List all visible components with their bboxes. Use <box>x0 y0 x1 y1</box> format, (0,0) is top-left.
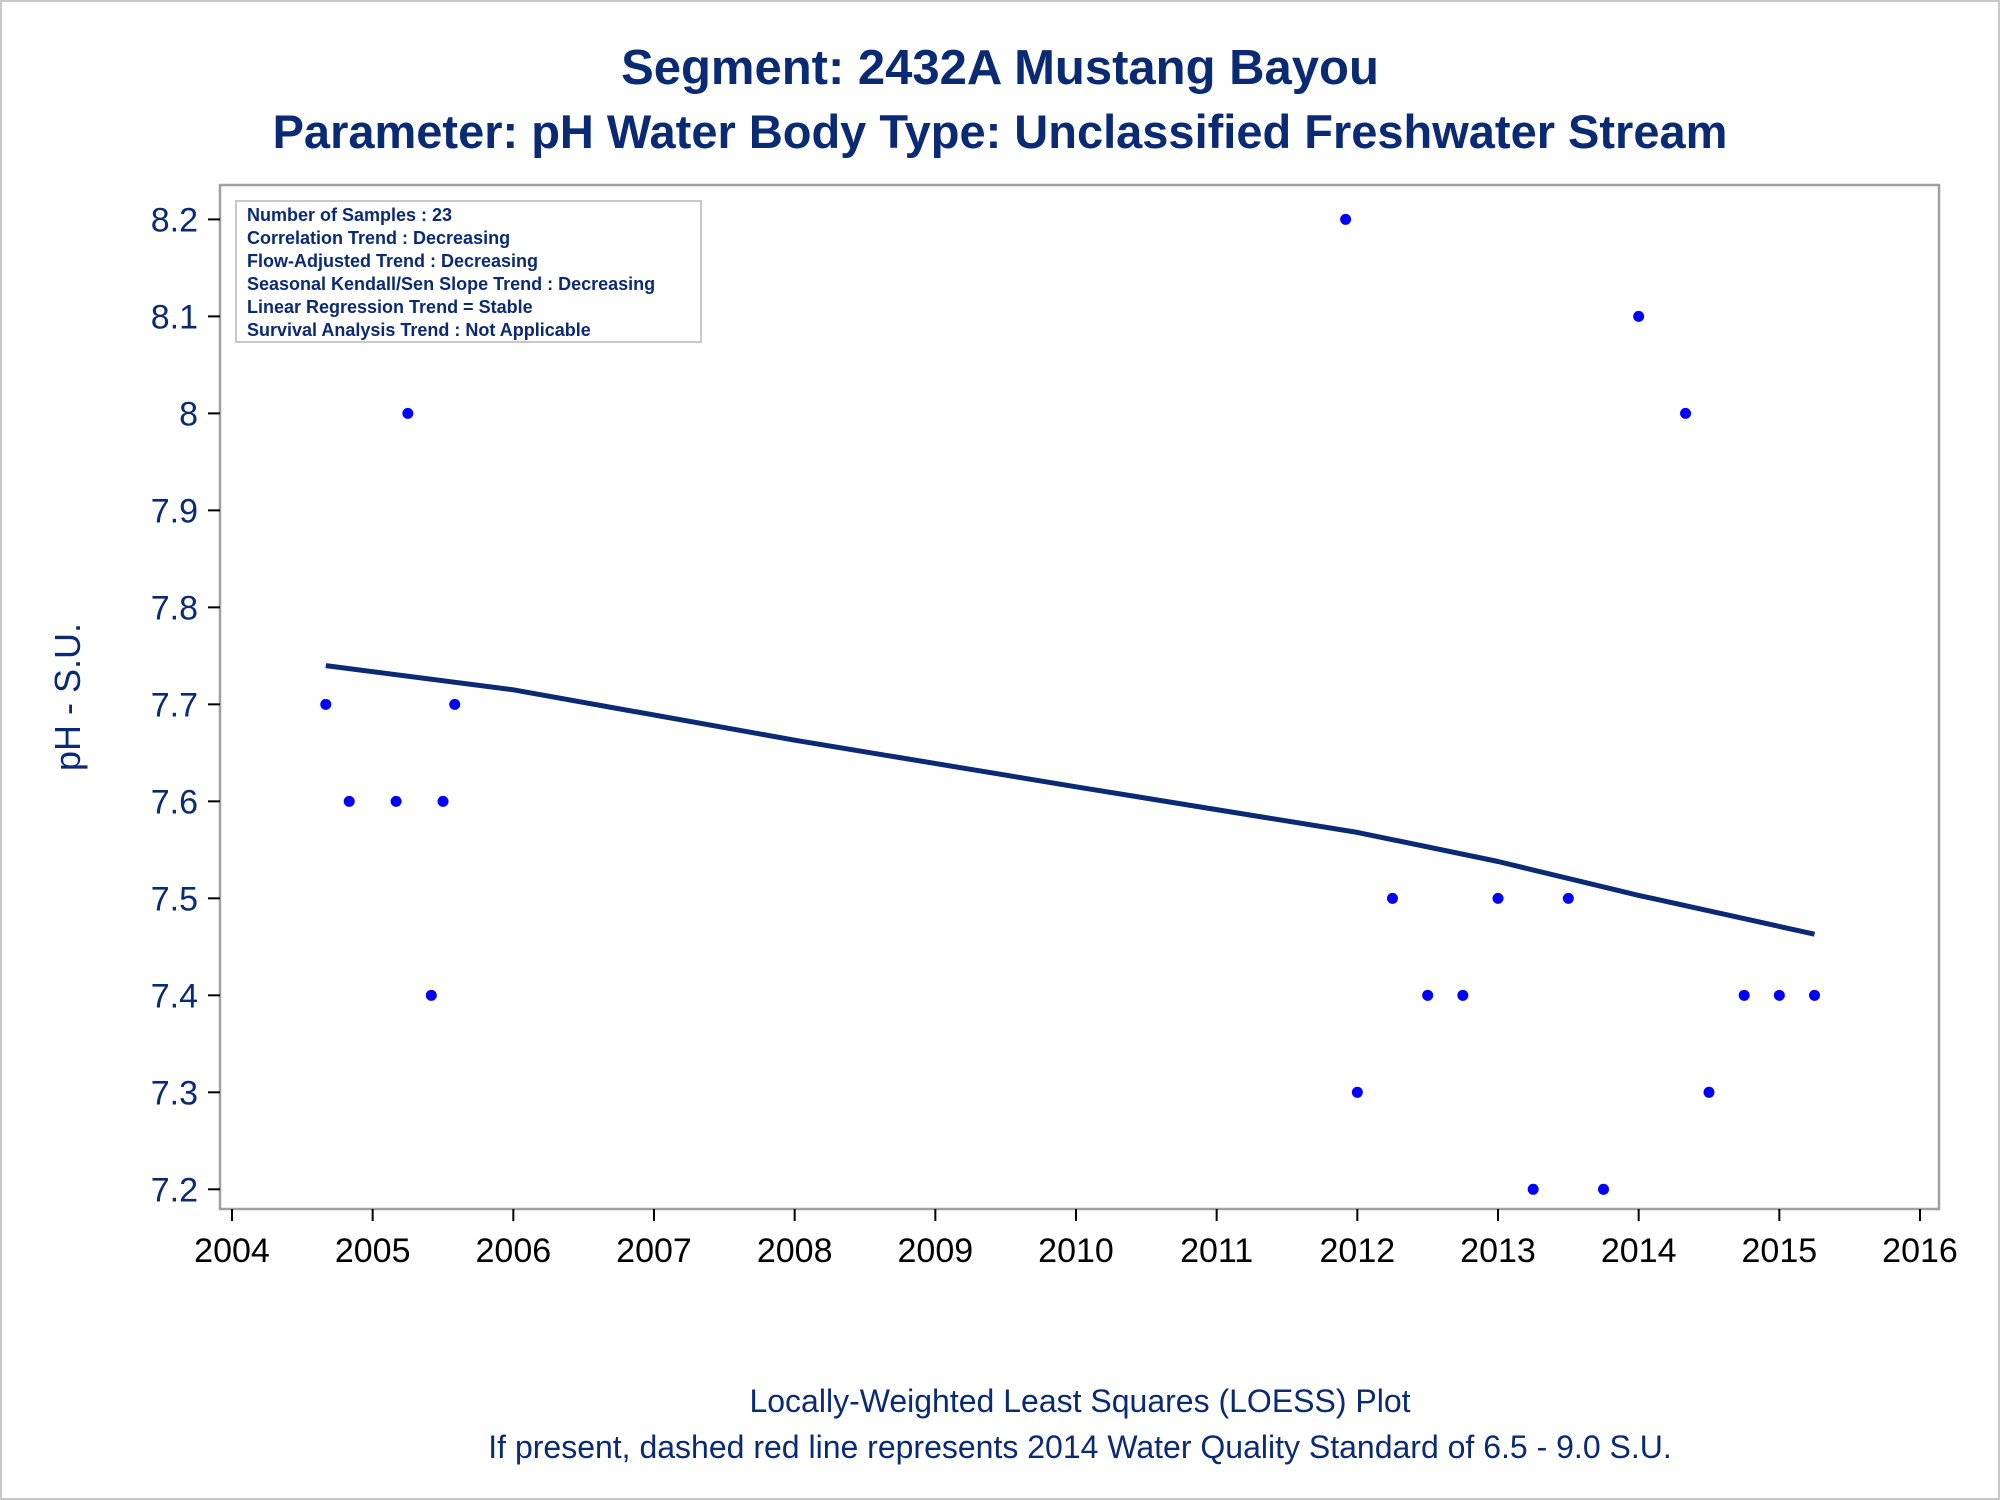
trend-line-layer <box>325 663 1816 937</box>
data-point <box>1703 1086 1715 1098</box>
x-tick-label: 2014 <box>1601 1232 1677 1270</box>
y-tick-label: 7.2 <box>151 1171 198 1209</box>
y-tick-label: 7.3 <box>151 1074 198 1112</box>
data-point <box>1527 1183 1539 1195</box>
stats-box-line: Number of Samples : 23 <box>247 205 452 225</box>
y-axis: 7.2 7.3 7.4 7.5 7.6 7.7 7.8 7.9 8 8.1 8.2 <box>151 201 220 1209</box>
data-point <box>1351 1086 1363 1098</box>
stats-box-line: Linear Regression Trend = Stable <box>247 297 533 317</box>
x-axis: 2004 2005 2006 2007 2008 2009 2010 2011 2012 2013… <box>194 1209 1958 1270</box>
data-point <box>1680 407 1692 419</box>
data-point <box>437 795 449 807</box>
x-tick-label: 2009 <box>898 1232 974 1270</box>
stats-box: Number of Samples : 23 Correlation Trend… <box>235 200 702 343</box>
x-tick-label: 2008 <box>757 1232 833 1270</box>
y-tick-label: 8.2 <box>151 201 198 239</box>
stats-box-frame <box>235 200 702 343</box>
x-tick-label: 2012 <box>1320 1232 1396 1270</box>
data-point <box>425 989 437 1001</box>
y-tick-label: 7.8 <box>151 589 198 627</box>
x-tick-label: 2013 <box>1460 1232 1536 1270</box>
data-point <box>1457 989 1469 1001</box>
x-tick-label: 2006 <box>476 1232 552 1270</box>
stats-box-line: Flow-Adjusted Trend : Decreasing <box>247 251 538 271</box>
y-tick-label: 7.5 <box>151 880 198 918</box>
stats-box-line: Survival Analysis Trend : Not Applicable <box>247 320 591 340</box>
footnote-standard: If present, dashed red line represents 2… <box>488 1429 1671 1465</box>
loess-trend-line <box>325 663 1816 937</box>
data-point <box>1773 989 1785 1001</box>
y-tick-label: 8.1 <box>151 298 198 336</box>
data-point <box>1387 892 1398 904</box>
footnote-loess: Locally-Weighted Least Squares (LOESS) P… <box>749 1383 1410 1419</box>
data-point <box>449 698 461 710</box>
plot-frame <box>218 183 1941 1211</box>
x-tick-label: 2011 <box>1180 1232 1253 1270</box>
data-point <box>1422 989 1434 1001</box>
x-tick-label: 2016 <box>1882 1232 1958 1270</box>
data-point <box>320 698 332 710</box>
data-point <box>343 795 355 807</box>
y-tick-label: 7.4 <box>151 977 198 1015</box>
data-point <box>1598 1183 1609 1195</box>
data-point <box>1562 892 1574 904</box>
x-tick-label: 2007 <box>616 1232 692 1270</box>
data-point <box>1809 989 1820 1001</box>
y-tick-label: 7.9 <box>151 492 198 530</box>
y-tick-label: 7.7 <box>151 686 198 724</box>
data-point <box>402 407 414 419</box>
stats-box-line: Correlation Trend : Decreasing <box>247 228 510 248</box>
scatter-points-layer <box>320 213 1820 1195</box>
data-point <box>1492 892 1504 904</box>
chart-subtitle: Parameter: pH Water Body Type: Unclassif… <box>273 105 1728 158</box>
data-point <box>1340 213 1352 225</box>
x-tick-label: 2015 <box>1742 1232 1818 1270</box>
data-point <box>390 795 402 807</box>
data-point <box>1633 310 1645 322</box>
stats-box-line: Seasonal Kendall/Sen Slope Trend : Decre… <box>247 274 655 294</box>
y-tick-label: 8 <box>179 395 198 433</box>
y-tick-label: 7.6 <box>151 783 198 821</box>
y-axis-label: pH - S.U. <box>47 623 88 771</box>
x-tick-label: 2010 <box>1038 1232 1114 1270</box>
data-point <box>1738 989 1750 1001</box>
chart-title: Segment: 2432A Mustang Bayou <box>621 41 1379 95</box>
x-tick-label: 2004 <box>194 1232 270 1270</box>
x-tick-label: 2005 <box>335 1232 411 1270</box>
